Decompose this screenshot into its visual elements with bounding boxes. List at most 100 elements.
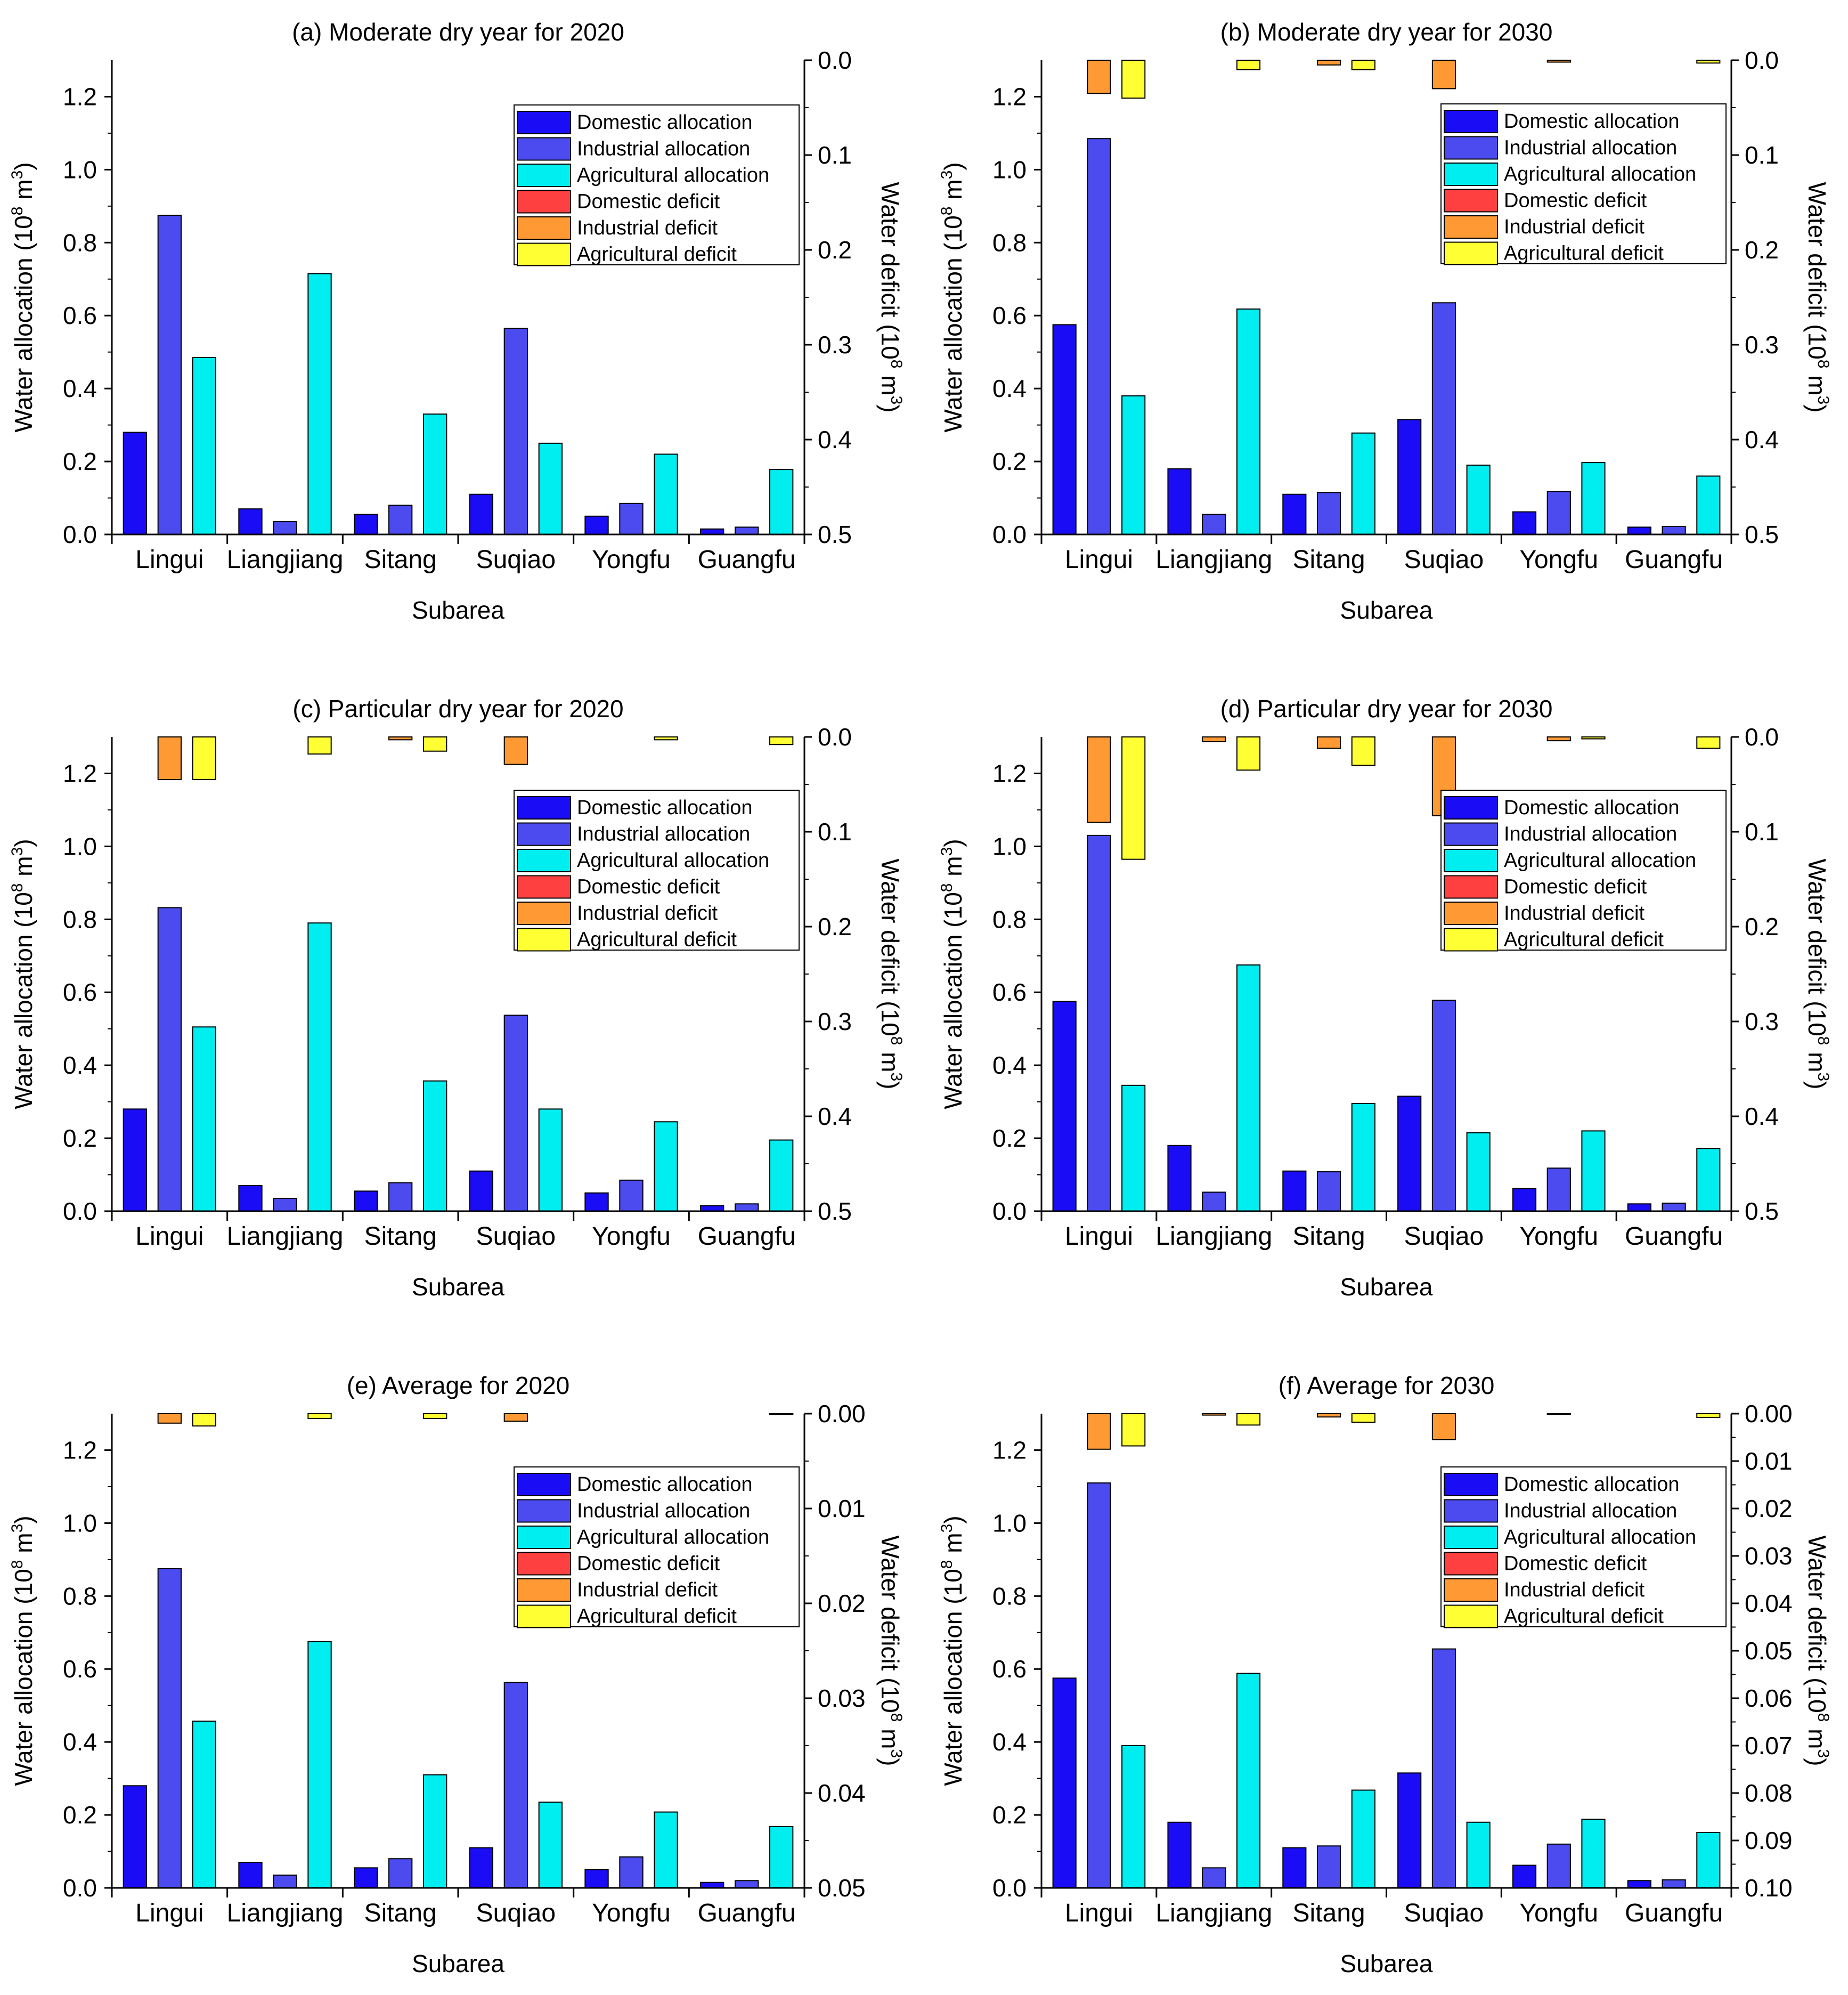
bar-industrial-allocation bbox=[388, 1182, 413, 1212]
y-tick-label: 0.2 bbox=[63, 1801, 97, 1829]
bar-agricultural-deficit bbox=[1121, 736, 1146, 860]
y-tick-label: 0.4 bbox=[992, 375, 1027, 402]
y-tick-label: 1.2 bbox=[63, 83, 97, 110]
bar-domestic-allocation bbox=[238, 1862, 263, 1888]
bar-agricultural-deficit bbox=[1696, 1413, 1721, 1418]
bar-agricultural-deficit bbox=[192, 1413, 216, 1427]
panel-c: (c) Particular dry year for 2020 0.0 0.2 0.… bbox=[9, 695, 905, 1301]
x-tick-label: Lingui bbox=[135, 1899, 203, 1927]
bar-agricultural-allocation bbox=[1121, 1745, 1146, 1888]
y2-axis-label: Water deficit (108 m3) bbox=[1803, 182, 1832, 413]
legend-label: Industrial allocation bbox=[577, 138, 750, 160]
bar-agricultural-allocation bbox=[538, 1108, 563, 1212]
panel-e: (e) Average for 2020 0.0 0.2 0.4 0.6 0.8 1.0 1.… bbox=[9, 1372, 905, 1977]
legend-swatch bbox=[1444, 796, 1498, 820]
bar-agricultural-allocation bbox=[654, 1811, 678, 1889]
bar-domestic-allocation bbox=[1512, 1864, 1537, 1889]
y-tick-label: 1.0 bbox=[992, 832, 1027, 860]
bar-industrial-deficit bbox=[1431, 1413, 1456, 1440]
bar-industrial-deficit bbox=[503, 1413, 528, 1422]
x-tick-label: Suqiao bbox=[1404, 1222, 1484, 1251]
bar-domestic-allocation bbox=[238, 508, 263, 535]
y-axis-label: Water allocation (108 m3) bbox=[9, 162, 37, 432]
x-tick-label: Yongfu bbox=[1519, 1222, 1598, 1251]
y-axis-label: Water allocation (108 m3) bbox=[938, 839, 967, 1109]
legend: Domestic allocation Industrial allocation… bbox=[514, 104, 800, 266]
bar-agricultural-deficit bbox=[192, 736, 216, 781]
y-axis-label-unit: m bbox=[10, 856, 37, 883]
y-tick-label: 1.0 bbox=[63, 832, 97, 860]
panel-title: (c) Particular dry year for 2020 bbox=[292, 695, 623, 723]
y2-tick-label: 0.00 bbox=[818, 1400, 866, 1428]
y-tick-label: 0.4 bbox=[992, 1728, 1027, 1756]
legend: Domestic allocation Industrial allocation… bbox=[1440, 790, 1727, 952]
bar-industrial-deficit bbox=[1546, 1413, 1571, 1415]
panel-title: (e) Average for 2020 bbox=[347, 1372, 570, 1399]
bar-domestic-allocation bbox=[700, 528, 724, 536]
bar-industrial-allocation bbox=[273, 521, 297, 535]
y2-tick-label: 0.05 bbox=[1745, 1637, 1793, 1665]
bar-domestic-allocation bbox=[1397, 1772, 1422, 1889]
legend-label: Domestic deficit bbox=[1504, 876, 1647, 898]
bar-agricultural-allocation bbox=[423, 1774, 447, 1889]
y-tick-label: 0.4 bbox=[63, 375, 97, 402]
y2-axis-label-unit: m bbox=[1803, 368, 1831, 395]
bar-industrial-deficit bbox=[157, 1413, 182, 1424]
x-tick-label: Guangfu bbox=[698, 1222, 796, 1251]
legend-swatch bbox=[517, 849, 571, 872]
x-axis-label: Subarea bbox=[1340, 596, 1433, 624]
x-tick-label: Guangfu bbox=[1625, 1222, 1723, 1251]
y2-axis-label-close: ) bbox=[1803, 1758, 1831, 1766]
legend-swatch bbox=[1444, 902, 1498, 925]
bar-domestic-allocation bbox=[123, 1108, 148, 1212]
y2-axis-label-sup: 8 bbox=[888, 1036, 905, 1045]
y2-tick-label: 0.05 bbox=[818, 1874, 866, 1902]
bar-agricultural-allocation bbox=[1351, 1789, 1375, 1889]
y-axis-label: Water allocation (108 m3) bbox=[9, 1515, 37, 1786]
y2-axis-label-text: Water deficit (10 bbox=[876, 182, 904, 360]
legend-swatch bbox=[1444, 1578, 1498, 1602]
legend-label: Domestic deficit bbox=[577, 876, 720, 898]
y-axis-label-sup: 8 bbox=[9, 883, 26, 893]
bar-industrial-allocation bbox=[735, 526, 759, 535]
bar-industrial-allocation bbox=[1662, 1202, 1686, 1212]
bar-industrial-allocation bbox=[619, 1179, 644, 1212]
bar-industrial-allocation bbox=[1202, 514, 1226, 535]
bar-agricultural-allocation bbox=[307, 1641, 332, 1888]
bar-agricultural-allocation bbox=[192, 356, 216, 535]
legend-label: Industrial allocation bbox=[577, 1500, 750, 1522]
legend-swatch bbox=[517, 111, 571, 134]
legend-label: Industrial allocation bbox=[577, 823, 750, 846]
bar-industrial-deficit bbox=[1317, 1413, 1341, 1418]
x-tick-label: Yongfu bbox=[592, 546, 671, 574]
x-tick-label: Sitang bbox=[1293, 1899, 1365, 1927]
x-tick-label: Liangjiang bbox=[1155, 546, 1272, 574]
x-tick-label: Liangjiang bbox=[227, 1222, 344, 1251]
y2-tick-label: 0.1 bbox=[818, 141, 852, 169]
y-tick-label: 1.2 bbox=[992, 1436, 1027, 1464]
bar-agricultural-deficit bbox=[307, 736, 332, 755]
y2-tick-label: 0.03 bbox=[818, 1684, 866, 1712]
y2-axis-label-text: Water deficit (10 bbox=[1803, 859, 1831, 1036]
legend-swatch bbox=[1444, 822, 1498, 846]
legend-swatch bbox=[517, 1578, 571, 1602]
y2-tick-label: 0.0 bbox=[1745, 46, 1779, 74]
y2-tick-label: 0.08 bbox=[1745, 1779, 1793, 1807]
y-tick-label: 0.2 bbox=[992, 448, 1027, 475]
y2-axis-label-sup2: 3 bbox=[888, 395, 905, 404]
y2-axis-label: Water deficit (108 m3) bbox=[876, 859, 905, 1090]
legend-swatch bbox=[517, 1499, 571, 1523]
bar-agricultural-allocation bbox=[769, 469, 794, 536]
y2-tick-label: 0.4 bbox=[818, 1102, 852, 1130]
bar-agricultural-deficit bbox=[769, 1413, 794, 1415]
bar-domestic-allocation bbox=[584, 515, 609, 535]
y-tick-label: 0.0 bbox=[63, 1197, 97, 1225]
x-tick-label: Suqiao bbox=[476, 1899, 556, 1927]
legend-label: Industrial deficit bbox=[577, 217, 718, 239]
legend-label: Domestic deficit bbox=[577, 1553, 720, 1575]
y2-tick-label: 0.3 bbox=[1745, 1008, 1779, 1035]
legend-swatch bbox=[1444, 849, 1498, 872]
bar-agricultural-allocation bbox=[307, 922, 332, 1212]
bar-industrial-deficit bbox=[1317, 60, 1341, 66]
